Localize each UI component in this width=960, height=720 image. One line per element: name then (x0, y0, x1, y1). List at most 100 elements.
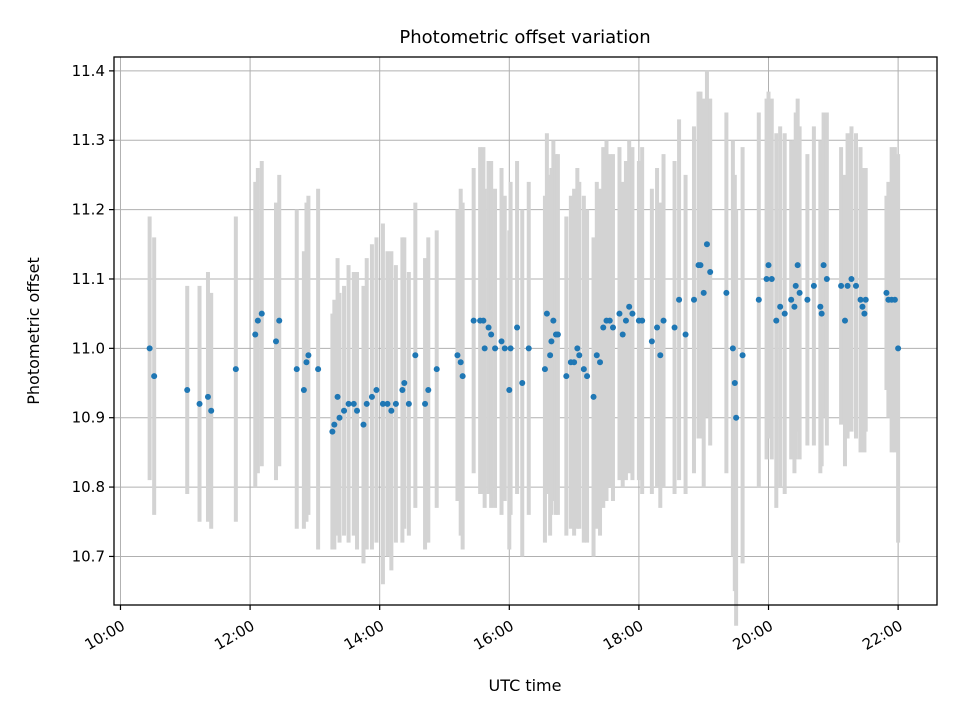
data-point (254, 317, 261, 324)
data-point (392, 400, 399, 407)
data-point (341, 407, 348, 414)
data-point (543, 310, 550, 317)
data-point (792, 282, 799, 289)
data-point (550, 317, 557, 324)
data-point (454, 352, 461, 359)
data-point (425, 386, 432, 393)
data-point (895, 345, 902, 352)
data-point (525, 345, 532, 352)
data-point (794, 262, 801, 269)
data-point (755, 296, 762, 303)
data-point (196, 400, 203, 407)
data-points (146, 241, 902, 435)
data-point (293, 366, 300, 373)
data-point (580, 366, 587, 373)
data-point (368, 393, 375, 400)
data-point (817, 303, 824, 310)
data-point (838, 282, 845, 289)
data-point (412, 352, 419, 359)
data-point (329, 428, 336, 435)
data-point (639, 317, 646, 324)
data-point (703, 241, 710, 248)
data-point (626, 303, 633, 310)
data-point (763, 275, 770, 282)
data-point (768, 275, 775, 282)
y-tick-label: 11.2 (72, 201, 105, 219)
data-point (547, 352, 554, 359)
data-point (597, 359, 604, 366)
data-point (345, 400, 352, 407)
y-tick-label: 10.9 (72, 409, 105, 427)
data-point (300, 386, 307, 393)
data-point (252, 331, 259, 338)
data-point (841, 317, 848, 324)
y-axis-label: Photometric offset (24, 257, 43, 405)
data-point (862, 296, 869, 303)
data-point (788, 296, 795, 303)
plot-frame (113, 56, 938, 606)
data-point (151, 373, 158, 380)
data-point (384, 400, 391, 407)
data-point (773, 317, 780, 324)
data-point (584, 373, 591, 380)
data-point (360, 421, 367, 428)
data-point (629, 310, 636, 317)
data-point (859, 303, 866, 310)
chart-title: Photometric offset variation (399, 27, 650, 48)
data-point (399, 386, 406, 393)
data-point (600, 324, 607, 331)
data-point (315, 366, 322, 373)
data-point (388, 407, 395, 414)
data-point (303, 359, 310, 366)
data-point (648, 338, 655, 345)
data-point (334, 393, 341, 400)
data-point (810, 282, 817, 289)
data-point (506, 386, 513, 393)
data-point (350, 400, 357, 407)
data-point (548, 338, 555, 345)
data-point (765, 262, 772, 269)
data-point (697, 262, 704, 269)
data-point (507, 345, 514, 352)
data-point (470, 317, 477, 324)
data-point (232, 366, 239, 373)
data-point (844, 282, 851, 289)
data-point (593, 352, 600, 359)
data-point (616, 310, 623, 317)
y-tick-label: 11.1 (72, 270, 105, 288)
data-point (498, 338, 505, 345)
data-point (852, 282, 859, 289)
data-point (671, 324, 678, 331)
data-point (796, 289, 803, 296)
data-point (576, 352, 583, 359)
data-point (563, 373, 570, 380)
data-point (363, 400, 370, 407)
data-point (554, 331, 561, 338)
data-point (791, 303, 798, 310)
data-point (781, 310, 788, 317)
data-point (485, 324, 492, 331)
data-point (777, 303, 784, 310)
data-point (514, 324, 521, 331)
data-point (733, 414, 740, 421)
data-point (723, 289, 730, 296)
data-point (731, 380, 738, 387)
data-point (459, 373, 466, 380)
data-point (823, 275, 830, 282)
data-point (519, 380, 526, 387)
data-point (184, 386, 191, 393)
data-point (676, 296, 683, 303)
data-point (457, 359, 464, 366)
data-point (654, 324, 661, 331)
data-point (606, 317, 613, 324)
data-point (891, 296, 898, 303)
data-point (501, 345, 508, 352)
data-point (433, 366, 440, 373)
data-point (818, 310, 825, 317)
data-point (700, 289, 707, 296)
data-point (373, 386, 380, 393)
data-point (276, 317, 283, 324)
data-point (541, 366, 548, 373)
data-point (379, 400, 386, 407)
data-point (574, 345, 581, 352)
